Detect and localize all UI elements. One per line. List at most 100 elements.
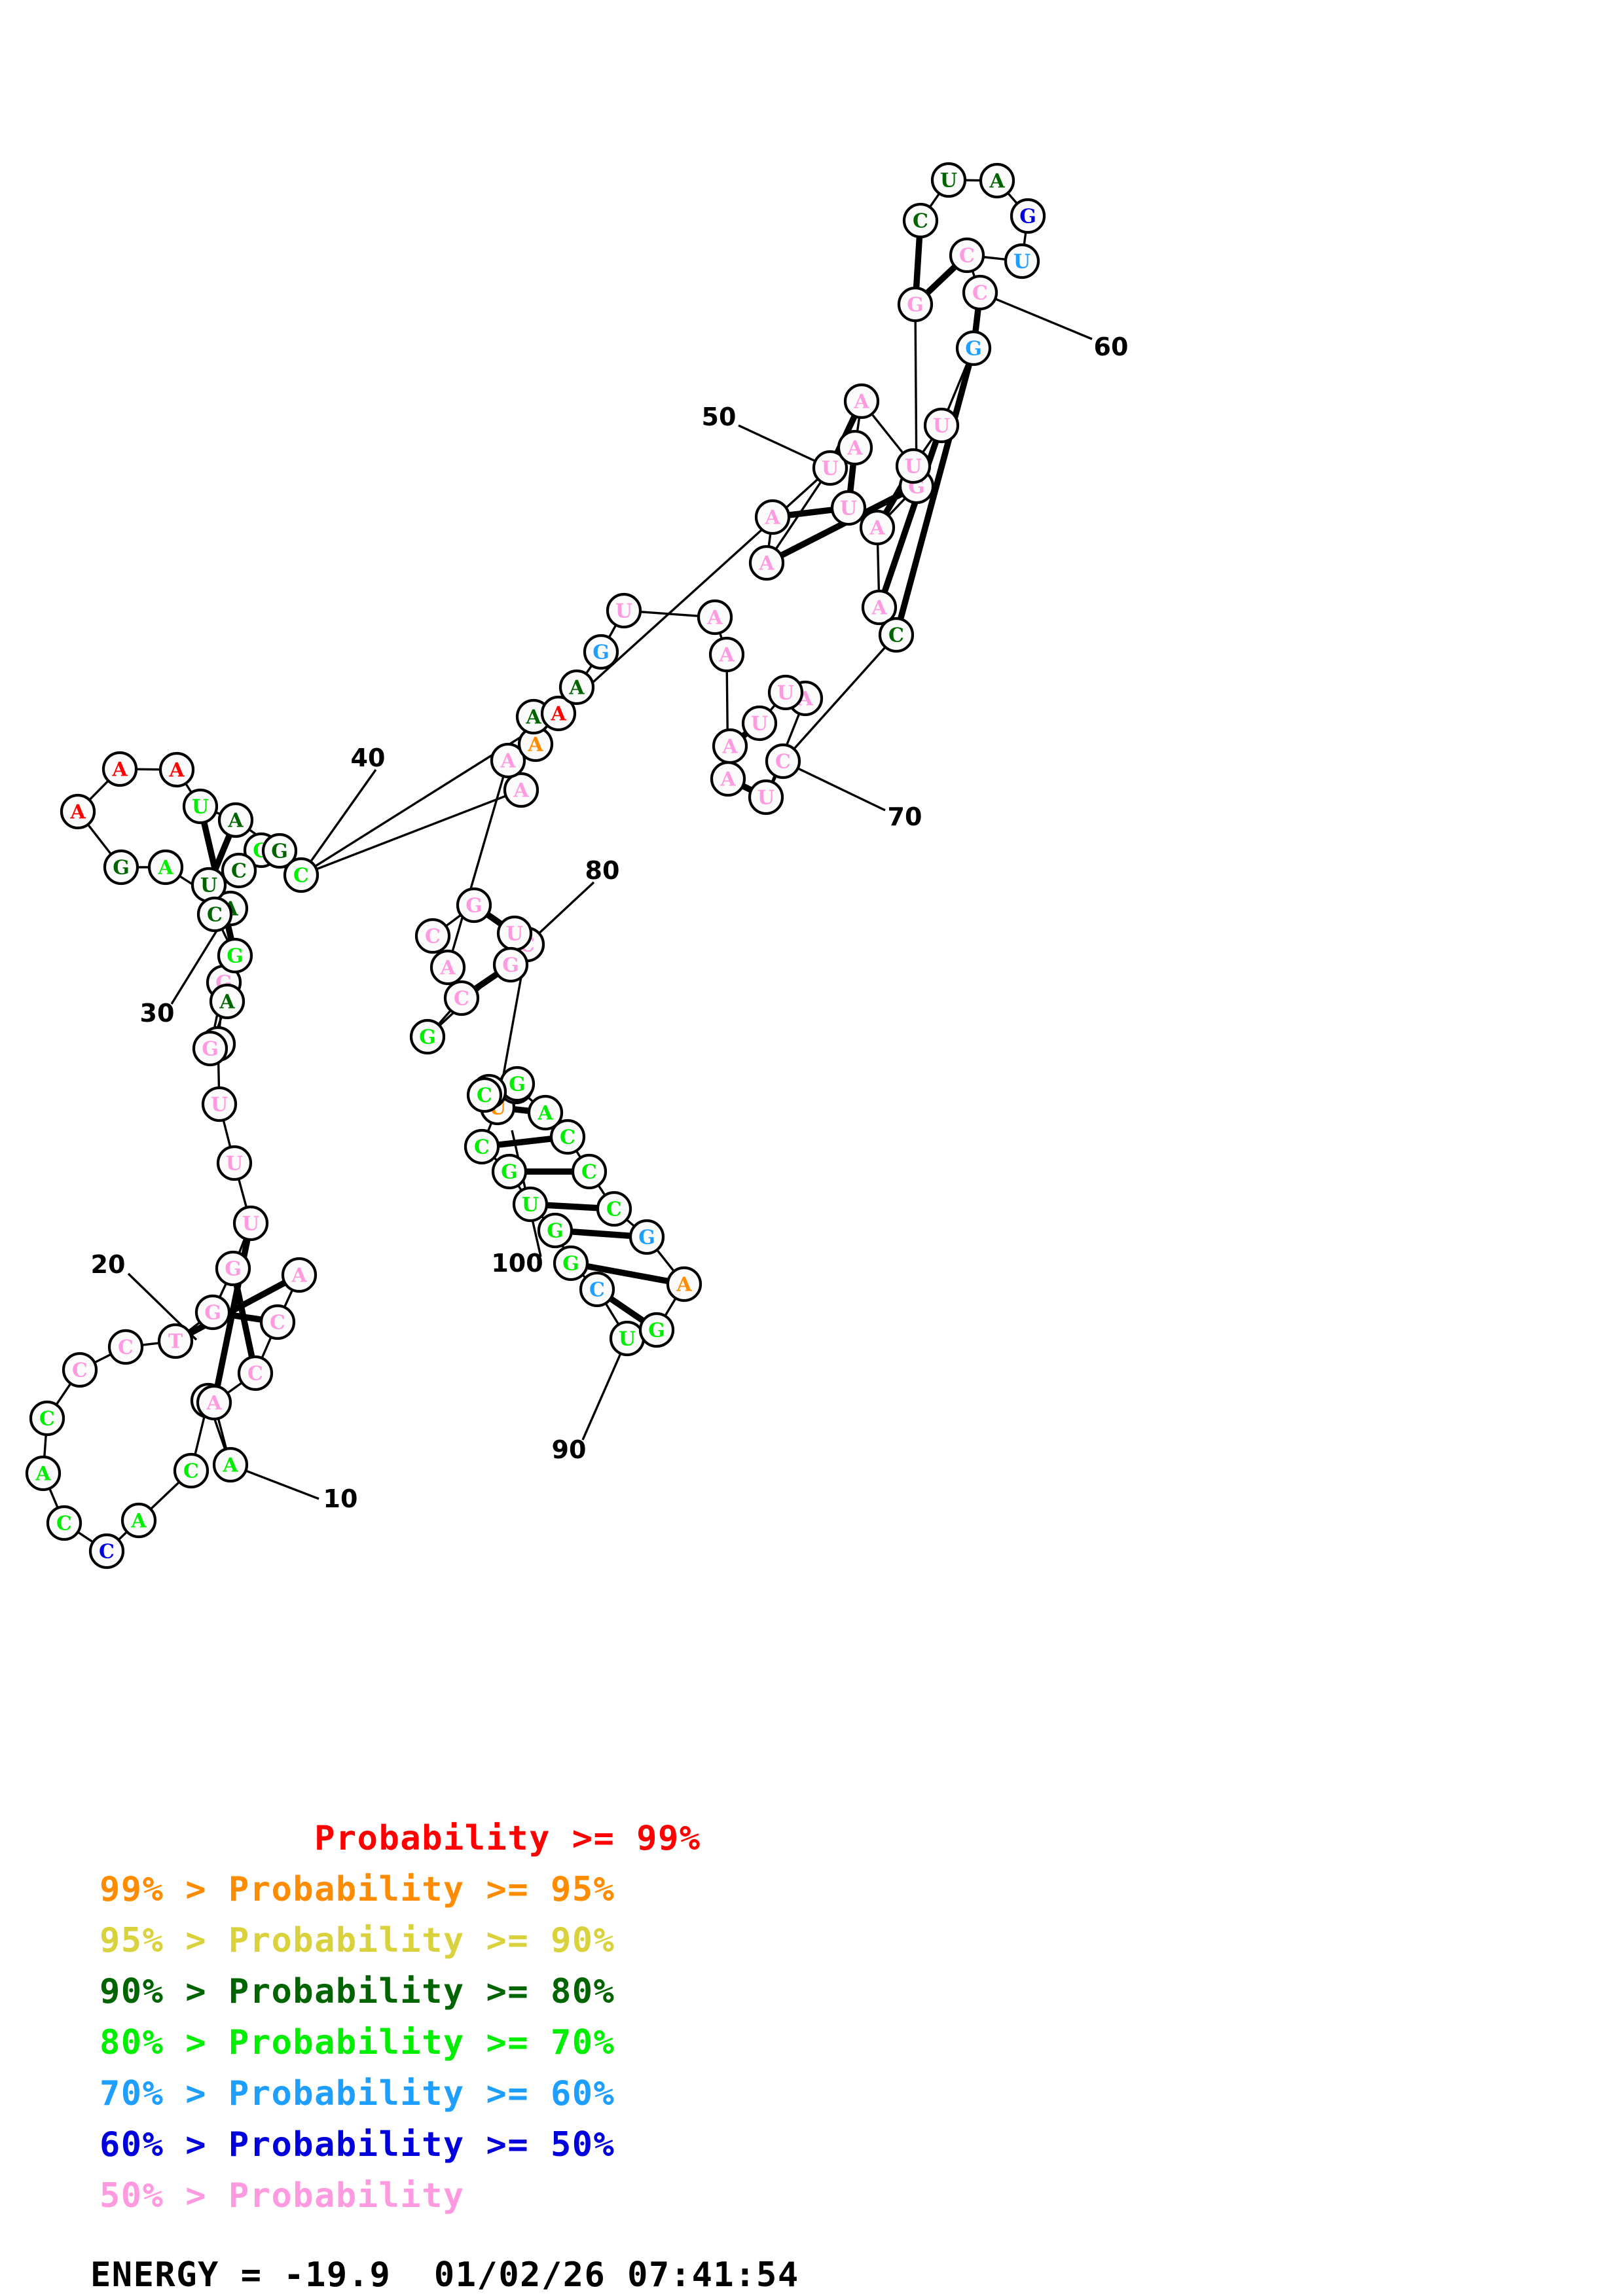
rna-base-node[interactable]: U bbox=[216, 1145, 253, 1181]
base-letter: G bbox=[907, 294, 924, 317]
rna-base-node[interactable]: U bbox=[812, 450, 848, 486]
rna-base-node[interactable]: G bbox=[1010, 198, 1046, 234]
rna-base-node[interactable]: A bbox=[527, 1094, 564, 1131]
rna-base-node[interactable]: G bbox=[194, 1294, 231, 1331]
rna-base-node[interactable]: C bbox=[46, 1505, 82, 1541]
rna-base-node[interactable]: C bbox=[29, 1400, 65, 1437]
rna-base-node[interactable]: C bbox=[221, 852, 257, 889]
rna-base-node[interactable]: C bbox=[173, 1452, 210, 1489]
rna-base-node[interactable]: G bbox=[583, 634, 619, 670]
rna-base-node[interactable]: C bbox=[765, 743, 801, 780]
rna-base-node[interactable]: A bbox=[429, 949, 466, 986]
rna-base-node[interactable]: A bbox=[217, 802, 254, 838]
rna-base-node[interactable]: C bbox=[443, 980, 480, 1016]
rna-base-node[interactable]: A bbox=[158, 751, 195, 788]
rna-base-node[interactable]: A bbox=[25, 1455, 62, 1492]
rna-base-node[interactable]: U bbox=[201, 1086, 238, 1122]
rna-base-node[interactable]: C bbox=[259, 1304, 296, 1340]
rna-base-node[interactable]: A bbox=[697, 599, 733, 636]
rna-base-node[interactable]: A bbox=[708, 636, 745, 673]
position-number-label: 100 bbox=[491, 1249, 543, 1278]
rna-base-node[interactable]: A bbox=[120, 1502, 157, 1539]
rna-base-node[interactable]: G bbox=[492, 946, 529, 983]
rna-base-node[interactable]: A bbox=[558, 669, 595, 706]
rna-base-node[interactable]: U bbox=[512, 1186, 549, 1223]
rna-base-node[interactable]: U bbox=[741, 705, 778, 742]
rna-base-node[interactable]: C bbox=[237, 1355, 274, 1391]
rna-base-node[interactable]: U bbox=[923, 407, 960, 444]
rna-base-node[interactable]: C bbox=[88, 1533, 125, 1570]
rna-base-node[interactable]: G bbox=[409, 1018, 446, 1055]
rna-base-node[interactable]: A bbox=[209, 983, 246, 1020]
rna-base-node[interactable]: C bbox=[579, 1271, 615, 1308]
rna-base-node[interactable]: C bbox=[596, 1191, 632, 1227]
rna-base-node[interactable]: A bbox=[212, 1446, 249, 1483]
rna-base-node[interactable]: A bbox=[859, 509, 896, 546]
rna-base-node[interactable]: G bbox=[955, 330, 992, 367]
rna-base-node[interactable]: C bbox=[902, 202, 939, 239]
rna-base-node[interactable]: G bbox=[491, 1153, 528, 1190]
rna-base-node[interactable]: U bbox=[930, 162, 967, 198]
rna-base-node[interactable]: U bbox=[609, 1320, 646, 1357]
rna-base-node[interactable]: G bbox=[456, 887, 492, 924]
rna-base-node[interactable]: U bbox=[182, 788, 219, 825]
base-pair-bond bbox=[211, 1223, 254, 1403]
rna-base-node[interactable]: A bbox=[861, 589, 898, 626]
rna-base-node[interactable]: A bbox=[147, 849, 184, 886]
base-letter: A bbox=[35, 1463, 51, 1486]
base-circle bbox=[464, 1128, 500, 1165]
rna-base-node[interactable]: C bbox=[962, 274, 998, 311]
rna-base-node[interactable]: G bbox=[638, 1312, 675, 1348]
rna-base-node[interactable]: U bbox=[748, 779, 784, 816]
rna-base-node[interactable]: U bbox=[496, 915, 533, 952]
rna-base-node[interactable]: A bbox=[196, 1384, 232, 1421]
rna-base-node[interactable]: G bbox=[261, 833, 298, 869]
rna-base-node[interactable]: A bbox=[666, 1266, 702, 1302]
rna-base-node[interactable]: C bbox=[466, 1077, 503, 1113]
position-number-label: 40 bbox=[351, 744, 386, 772]
rna-base-node[interactable]: A bbox=[979, 162, 1015, 199]
rna-base-node[interactable]: A bbox=[490, 742, 526, 779]
rna-base-node[interactable]: A bbox=[60, 793, 96, 830]
rna-base-node[interactable]: G bbox=[103, 849, 139, 886]
rna-base-node[interactable]: G bbox=[192, 1030, 228, 1067]
rna-base-node[interactable]: U bbox=[606, 592, 642, 629]
rna-base-node[interactable]: A bbox=[712, 728, 748, 764]
rna-base-node[interactable]: A bbox=[503, 772, 539, 808]
rna-base-node[interactable]: C bbox=[107, 1329, 144, 1365]
rna-base-node[interactable]: C bbox=[571, 1153, 608, 1190]
rna-base-node[interactable]: G bbox=[537, 1212, 574, 1249]
rna-base-node[interactable]: C bbox=[62, 1352, 98, 1388]
rna-base-node[interactable]: C bbox=[549, 1119, 586, 1155]
rna-base-node[interactable]: A bbox=[517, 726, 554, 762]
rna-base-node[interactable]: U bbox=[895, 448, 932, 484]
base-letter: C bbox=[454, 988, 469, 1011]
rna-base-node[interactable]: G bbox=[553, 1245, 589, 1282]
rna-base-node[interactable]: U bbox=[232, 1205, 269, 1242]
rna-base-node[interactable]: U bbox=[191, 867, 227, 903]
rna-base-node[interactable]: C bbox=[283, 857, 319, 893]
rna-base-node[interactable]: A bbox=[540, 695, 577, 732]
base-pair-bond bbox=[570, 1260, 685, 1287]
rna-base-node[interactable]: G bbox=[897, 286, 934, 323]
rna-base-node[interactable]: G bbox=[215, 1250, 251, 1287]
rna-base-node[interactable]: A bbox=[837, 429, 873, 466]
rna-base-node[interactable]: T bbox=[157, 1323, 194, 1359]
rna-base-node[interactable]: C bbox=[414, 918, 451, 954]
rna-base-node[interactable]: C bbox=[878, 617, 915, 653]
rna-base-node[interactable]: G bbox=[629, 1219, 665, 1255]
rna-base-node[interactable]: G bbox=[217, 937, 253, 974]
rna-base-node[interactable]: C bbox=[949, 237, 985, 274]
base-letter: U bbox=[905, 456, 922, 478]
rna-base-node[interactable]: A bbox=[101, 751, 138, 787]
rna-base-node[interactable]: U bbox=[830, 490, 867, 526]
rna-base-node[interactable]: A bbox=[710, 761, 746, 797]
rna-base-node[interactable]: U bbox=[767, 674, 804, 711]
rna-base-node[interactable]: A bbox=[281, 1257, 318, 1293]
rna-base-node[interactable]: C bbox=[464, 1128, 500, 1165]
rna-base-node[interactable]: A bbox=[843, 383, 880, 420]
rna-base-node[interactable]: A bbox=[748, 545, 785, 581]
rna-base-node[interactable]: A bbox=[754, 499, 791, 535]
rna-base-node[interactable]: U bbox=[1004, 243, 1040, 279]
rna-base-node[interactable]: C bbox=[196, 896, 233, 933]
